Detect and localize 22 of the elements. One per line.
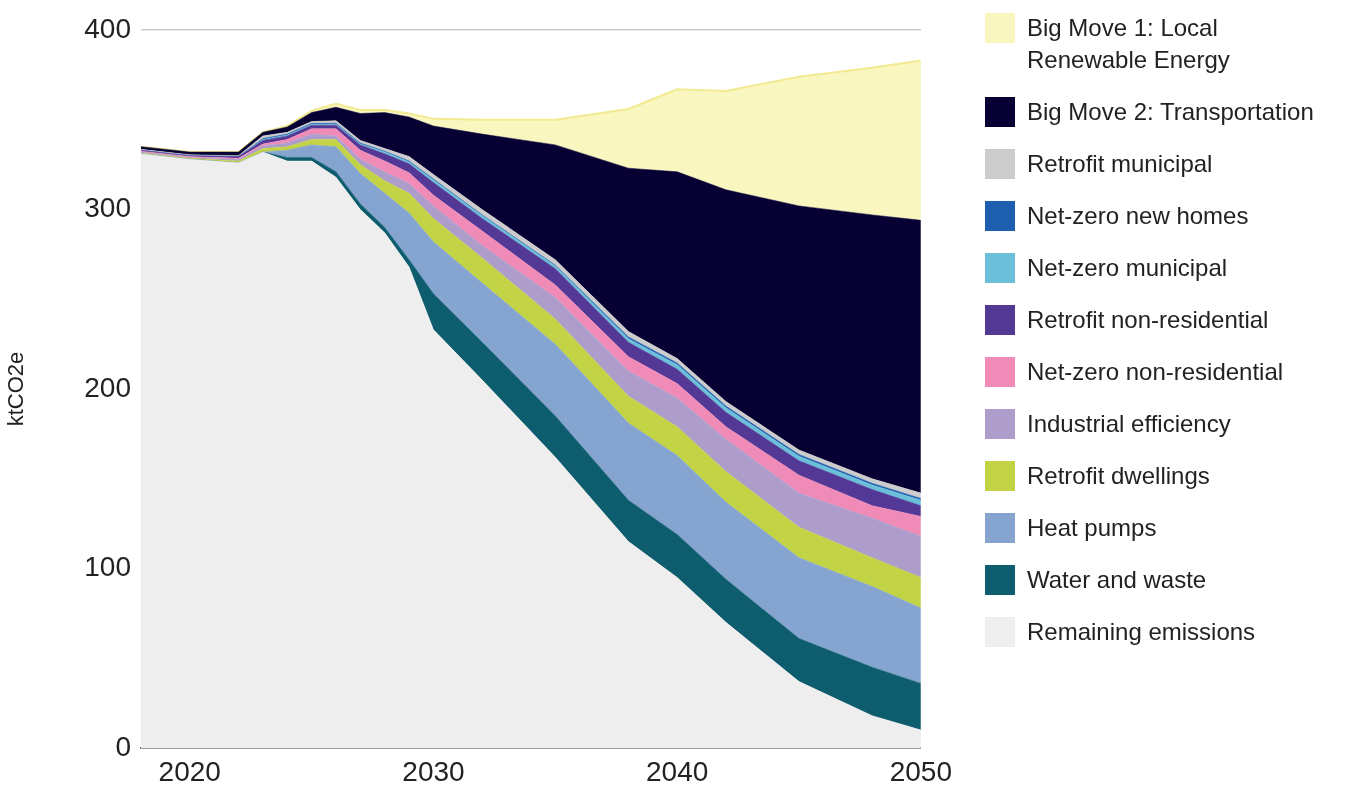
legend-label: Remaining emissions <box>1027 617 1256 647</box>
y-tick-label: 200 <box>84 371 131 403</box>
legend-label: Net-zero new homes <box>1027 201 1249 231</box>
x-tick-label: 2030 <box>402 755 465 787</box>
legend-label: Net-zero non-residential <box>1027 357 1284 387</box>
y-axis-title: ktCO2e <box>3 351 29 427</box>
y-tick-label: 300 <box>84 192 131 224</box>
x-tick-label: 2040 <box>646 755 709 787</box>
legend-label: Net-zero municipal <box>1027 253 1228 283</box>
y-tick-label: 0 <box>115 730 131 762</box>
x-tick-label: 2050 <box>889 755 952 787</box>
legend-label: Heat pumps <box>1027 513 1157 543</box>
y-tick-label: 100 <box>84 551 131 583</box>
legend-label: Retrofit non-residential <box>1027 305 1269 335</box>
legend-label: Retrofit municipal <box>1027 149 1213 179</box>
y-tick-label: 400 <box>84 12 131 44</box>
x-tick-label: 2020 <box>158 755 221 787</box>
legend-label: Retrofit dwellings <box>1027 461 1210 491</box>
legend-label: Big Move 1: Local Renewable Energy <box>1027 13 1231 75</box>
legend-label: Industrial efficiency <box>1027 409 1231 439</box>
legend-label: Water and waste <box>1027 565 1207 595</box>
legend-label: Big Move 2: Transportation <box>1027 97 1314 127</box>
